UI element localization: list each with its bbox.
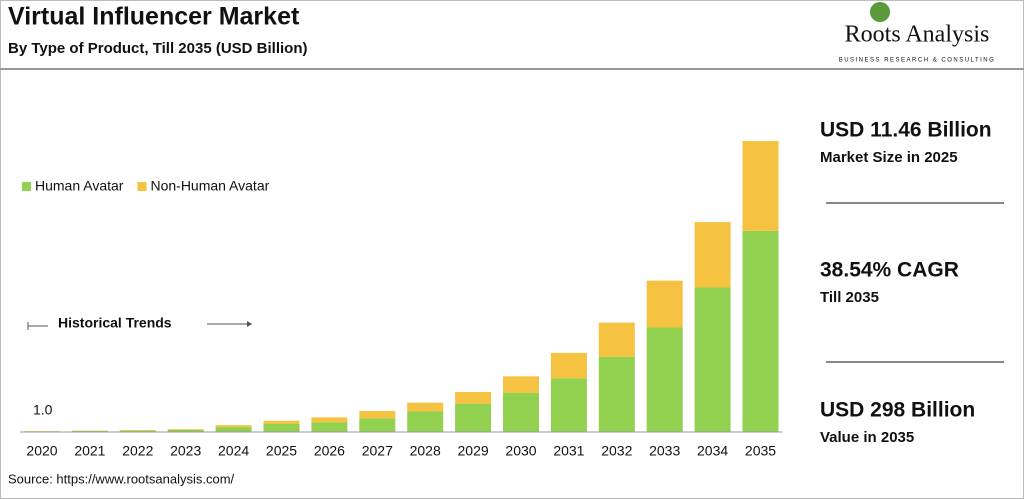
bar-segment [598,356,635,432]
bar-segment [359,411,396,419]
logo: Roots Analysis [845,22,990,48]
legend-swatch [137,182,147,191]
x-tick-label: 2034 [697,443,728,459]
annotation: Historical Trends [58,315,172,331]
x-tick-label: 2021 [74,443,105,459]
x-tick-label: 2032 [601,443,632,459]
x-tick-label: 2031 [553,443,584,459]
source: Source: https://www.rootsanalysis.com/ [8,471,235,486]
arrow [247,321,252,327]
bar-segment [742,230,779,432]
legend-label: Non-Human Avatar [150,178,269,194]
x-tick-label: 2035 [745,443,776,459]
x-tick-label: 2028 [410,443,441,459]
x-tick-label: 2020 [26,443,57,459]
x-tick-label: 2025 [266,443,297,459]
bar-segment [263,420,300,424]
bar-segment [119,430,156,432]
annotation: 1.0 [33,402,53,418]
bar-segment [694,222,731,288]
bar-segment [455,403,492,432]
highlight-value: USD 298 Billion [820,399,975,422]
title: Virtual Influencer Market [8,3,300,31]
bar-segment [167,429,204,430]
x-tick-label: 2029 [458,443,489,459]
highlight-label: Till 2035 [820,289,879,306]
x-tick-label: 2027 [362,443,393,459]
bar-segment [263,423,300,432]
bar-segment [503,392,539,432]
bar-segment [167,429,204,432]
legend-label: Human Avatar [35,178,124,194]
bar-segment [646,280,683,328]
subtitle: By Type of Product, Till 2035 (USD Billi… [8,40,308,57]
logo-icon [870,2,890,22]
x-tick-label: 2033 [649,443,680,459]
bar-segment [550,352,587,379]
bar-segment [407,402,444,412]
bar-segment [119,430,156,431]
highlight-value: USD 11.46 Billion [820,119,992,142]
bar-segment [215,425,252,428]
x-tick-label: 2030 [505,443,536,459]
logo-tagline: BUSINESS RESEARCH & CONSULTING [839,58,996,64]
x-tick-label: 2024 [218,443,249,459]
bar-segment [646,327,683,432]
bar-segment [550,378,587,432]
bar-segment [598,322,635,357]
bar-segment [742,141,779,231]
bar-segment [694,287,731,432]
bar-segment [359,418,396,432]
highlight-label: Market Size in 2025 [820,149,958,166]
x-tick-label: 2022 [122,443,153,459]
x-tick-label: 2026 [314,443,345,459]
x-tick-label: 2023 [170,443,201,459]
bar-segment [311,417,348,423]
bar-segment [503,376,539,393]
legend-swatch [22,182,31,191]
bar-segment [311,422,348,432]
bar-segment [455,391,492,404]
highlight-label: Value in 2035 [820,429,914,446]
highlight-value: 38.54% CAGR [820,259,959,282]
bar-segment [407,411,444,432]
bar-segment [215,427,252,432]
